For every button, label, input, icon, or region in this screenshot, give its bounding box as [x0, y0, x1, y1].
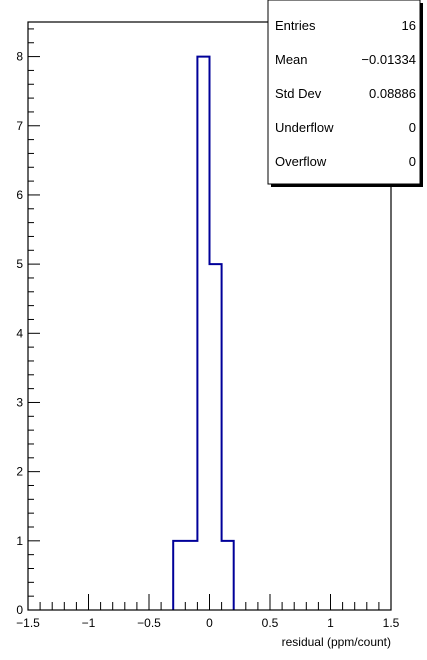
stats-value: 0: [409, 154, 416, 169]
y-tick-label: 1: [16, 534, 23, 548]
x-tick-labels: −1.5 −1 −0.5 0 0.5 1 1.5: [16, 616, 400, 630]
stats-label: Std Dev: [275, 86, 322, 101]
x-tick-label: −1.5: [16, 616, 40, 630]
y-tick-label: 8: [16, 50, 23, 64]
stats-value: 16: [402, 18, 416, 33]
stats-label: Entries: [275, 18, 316, 33]
stats-value: 0: [409, 120, 416, 135]
y-tick-label: 6: [16, 188, 23, 202]
stats-value: −0.01334: [361, 52, 416, 67]
plot-frame: [27, 21, 392, 611]
y-tick-label: 5: [16, 257, 23, 271]
histogram-outline: [172, 55, 235, 610]
stats-label: Overflow: [275, 154, 327, 169]
y-tick-label: 7: [16, 119, 23, 133]
stats-label: Underflow: [275, 120, 334, 135]
y-tick-label: 2: [16, 465, 23, 479]
y-tick-label: 4: [16, 326, 23, 340]
stats-label: Mean: [275, 52, 308, 67]
x-tick-label: 1: [327, 616, 334, 630]
stats-box-frame: [267, 0, 421, 185]
x-tick-label: 0: [206, 616, 213, 630]
y-tick-label: 3: [16, 395, 23, 409]
x-tick-label: 1.5: [383, 616, 400, 630]
x-tick-label: 0.5: [262, 616, 279, 630]
x-axis-title: residual (ppm/count): [282, 635, 391, 649]
stats-value: 0.08886: [369, 86, 416, 101]
y-tick-labels: 0 1 2 3 4 5 6 7 8: [16, 50, 23, 617]
y-tick-label: 0: [16, 603, 23, 617]
x-tick-label: −1: [82, 616, 96, 630]
stats-box: Entries 16 Mean −0.01334 Std Dev 0.08886 Under…: [267, 0, 423, 187]
x-tick-label: −0.5: [137, 616, 161, 630]
